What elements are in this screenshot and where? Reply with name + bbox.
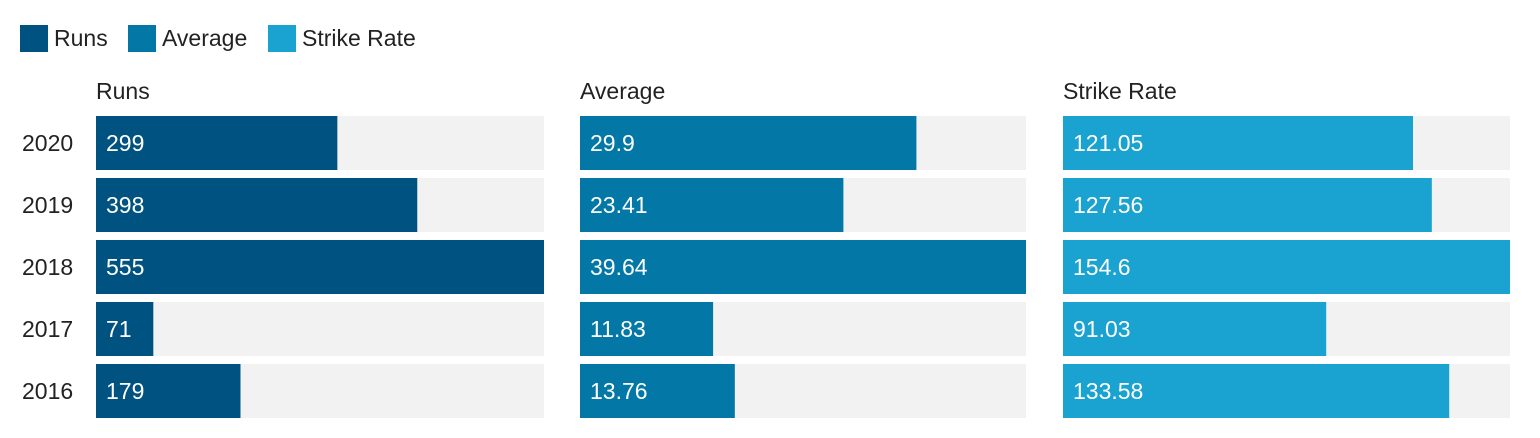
bar-strike-rate-2019 [1063, 178, 1432, 232]
bar-average-2018 [580, 240, 1026, 294]
data-label-average-2016: 13.76 [590, 378, 648, 404]
bar-runs-2016 [96, 364, 241, 418]
bar-average-2020 [580, 116, 917, 170]
bar-runs-2017 [96, 302, 154, 356]
panels: Runs 299 398 555 71 179 Average 29.9 23.41 39.64 1… [96, 78, 1510, 418]
bar-strike-rate-2018 [1063, 240, 1510, 294]
year-label-2019: 2019 [22, 192, 73, 218]
year-label-2020: 2020 [22, 130, 73, 156]
data-label-strike-rate-2019: 127.56 [1073, 192, 1143, 218]
data-label-runs-2019: 398 [106, 192, 144, 218]
bar-runs-2020 [96, 116, 338, 170]
data-label-strike-rate-2018: 154.6 [1073, 254, 1131, 280]
year-label-2016: 2016 [22, 378, 73, 404]
bar-average-2017 [580, 302, 714, 356]
data-label-runs-2016: 179 [106, 378, 144, 404]
panel-title-strike-rate: Strike Rate [1063, 78, 1177, 104]
data-label-runs-2018: 555 [106, 254, 144, 280]
legend-swatch-strike-rate [268, 25, 296, 52]
bar-strike-rate-2016 [1063, 364, 1450, 418]
panel-strike-rate: Strike Rate 121.05 127.56 154.6 91.03 133.58 [1063, 78, 1510, 418]
year-label-2017: 2017 [22, 316, 73, 342]
data-label-average-2019: 23.41 [590, 192, 648, 218]
data-label-average-2018: 39.64 [590, 254, 648, 280]
data-label-average-2017: 11.83 [590, 316, 646, 342]
legend-label-runs: Runs [54, 25, 108, 51]
data-label-runs-2017: 71 [106, 316, 132, 342]
panel-title-runs: Runs [96, 78, 150, 104]
legend-swatch-runs [20, 25, 48, 52]
data-label-strike-rate-2020: 121.05 [1073, 130, 1143, 156]
data-label-strike-rate-2017: 91.03 [1073, 316, 1131, 342]
legend-label-strike-rate: Strike Rate [302, 25, 416, 51]
legend-label-average: Average [162, 25, 247, 51]
data-label-average-2020: 29.9 [590, 130, 635, 156]
data-label-runs-2020: 299 [106, 130, 144, 156]
panel-average: Average 29.9 23.41 39.64 11.83 13.76 [580, 78, 1026, 418]
year-label-2018: 2018 [22, 254, 73, 280]
bar-average-2019 [580, 178, 844, 232]
bar-track-runs-2017 [96, 302, 544, 356]
bar-strike-rate-2017 [1063, 302, 1327, 356]
legend-swatch-average [128, 25, 156, 52]
bar-average-2016 [580, 364, 735, 418]
bar-strike-rate-2020 [1063, 116, 1413, 170]
bar-runs-2018 [96, 240, 544, 294]
bar-runs-2019 [96, 178, 418, 232]
panel-runs: Runs 299 398 555 71 179 [96, 78, 544, 418]
panel-title-average: Average [580, 78, 665, 104]
legend: Runs Average Strike Rate [20, 25, 416, 52]
data-label-strike-rate-2016: 133.58 [1073, 378, 1143, 404]
legend-item-runs: Runs [20, 25, 108, 52]
legend-item-average: Average [128, 25, 247, 52]
year-axis: 2020 2019 2018 2017 2016 [22, 130, 73, 404]
legend-item-strike-rate: Strike Rate [268, 25, 416, 52]
